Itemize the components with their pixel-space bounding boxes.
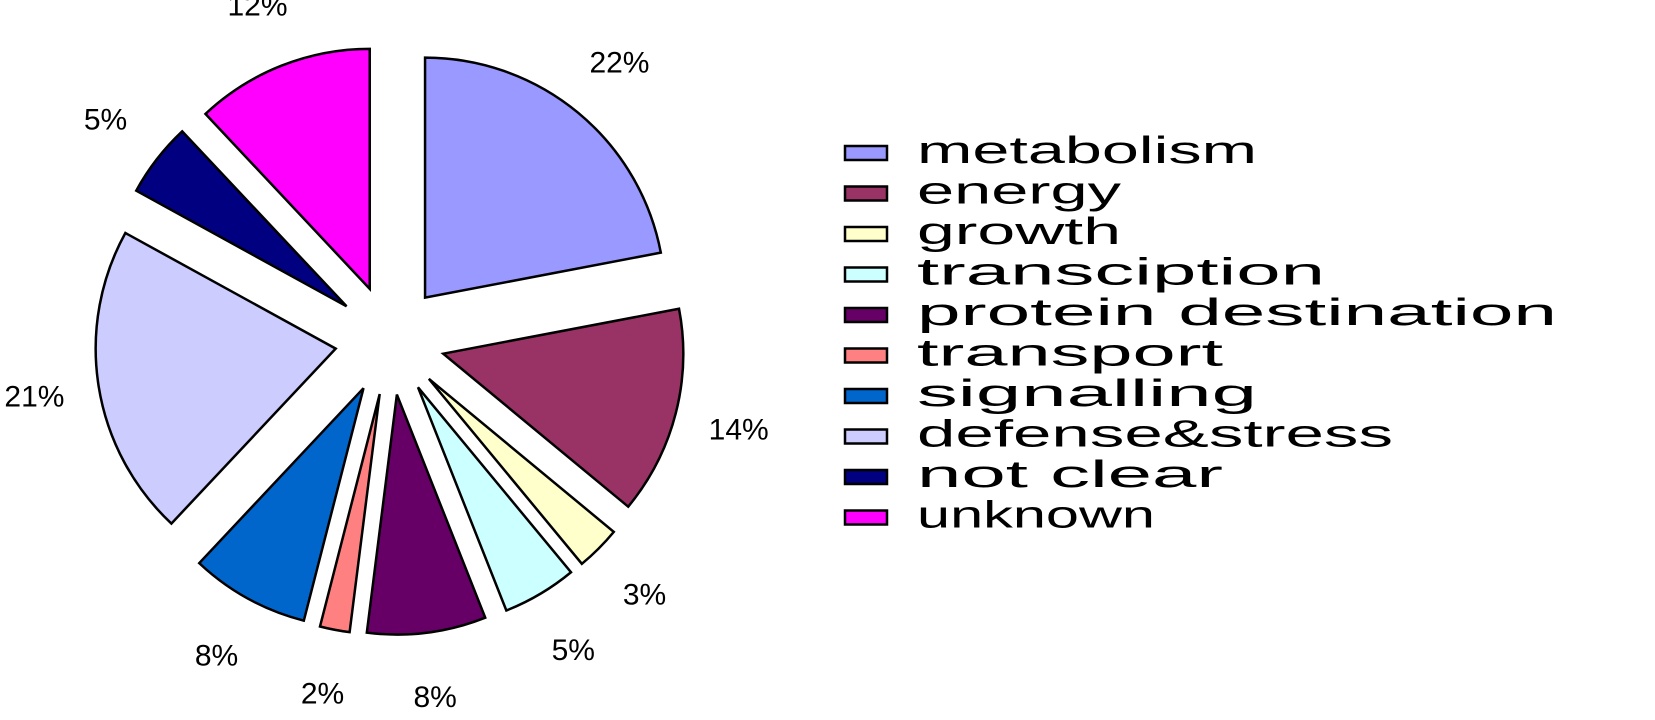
percent-label-energy: 14% <box>709 414 769 447</box>
pie-slice-protein-destination <box>365 394 487 636</box>
percent-label-transport: 2% <box>301 678 344 711</box>
pie-slice-transport <box>318 393 381 634</box>
legend-item-growth: growth <box>843 211 1121 253</box>
pie-slice-defense-and-stress <box>94 231 338 526</box>
legend-swatch <box>843 347 889 364</box>
legend-item-protein-destination: protein destination <box>843 292 1557 334</box>
percent-label-metabolism: 22% <box>589 47 649 80</box>
legend-label: transport <box>917 333 1224 375</box>
legend-item-not-clear: not clear <box>843 454 1224 496</box>
legend-item-energy: energy <box>843 171 1121 213</box>
pie-slices <box>94 47 685 636</box>
legend-swatch <box>843 509 889 526</box>
legend-swatch <box>843 185 889 202</box>
pie-slice-growth <box>427 377 616 566</box>
percent-label-signalling: 8% <box>195 639 238 672</box>
legend-item-unknown: unknown <box>843 495 1155 537</box>
pie-slice-metabolism <box>423 56 663 300</box>
percent-label-transciption: 5% <box>552 634 595 667</box>
legend-item-signalling: signalling <box>843 373 1257 415</box>
legend-swatch <box>843 266 889 283</box>
pie-slice-energy <box>440 307 685 509</box>
pie-slice-transciption <box>416 386 573 613</box>
legend: metabolismenergygrowthtransciptionprotei… <box>843 130 1557 537</box>
legend-label: protein destination <box>917 292 1557 334</box>
legend-label: metabolism <box>917 130 1257 172</box>
legend-swatch <box>843 306 889 324</box>
legend-label: signalling <box>917 373 1257 415</box>
legend-label: defense&stress <box>917 414 1393 456</box>
legend-item-metabolism: metabolism <box>843 130 1257 172</box>
legend-label: growth <box>917 211 1121 253</box>
percent-label-defense-and-stress: 21% <box>4 380 64 413</box>
legend-item-transciption: transciption <box>843 252 1325 294</box>
legend-item-defense-and-stress: defense&stress <box>843 414 1393 456</box>
percent-label-unknown: 12% <box>227 0 287 22</box>
legend-label: not clear <box>917 454 1224 496</box>
legend-swatch <box>843 387 889 405</box>
percent-label-growth: 3% <box>623 579 666 612</box>
legend-label: transciption <box>917 252 1325 294</box>
legend-swatch <box>843 468 889 486</box>
legend-swatch <box>843 225 889 243</box>
pie-slice-not-clear <box>134 129 348 308</box>
legend-label: energy <box>917 171 1121 213</box>
percent-label-protein-destination: 8% <box>413 681 456 714</box>
legend-item-transport: transport <box>843 333 1224 375</box>
legend-swatch <box>843 144 889 162</box>
legend-label: unknown <box>917 495 1155 537</box>
pie-slice-unknown <box>203 47 371 293</box>
percent-label-not-clear: 5% <box>84 103 127 136</box>
pie-slice-signalling <box>197 387 365 623</box>
legend-swatch <box>843 428 889 445</box>
percent-labels: 22% 14% 3% 5% 8% 2% 8% 21% 5% 12% <box>4 0 768 714</box>
